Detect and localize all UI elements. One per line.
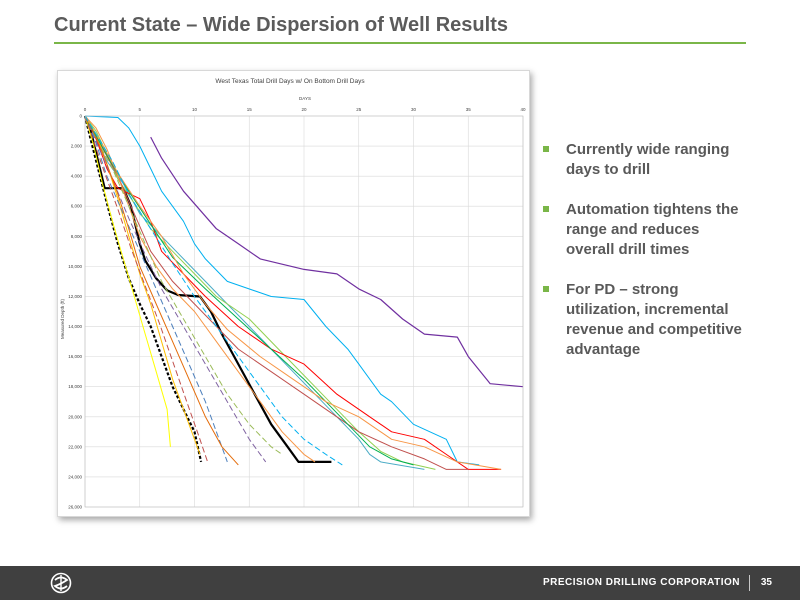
x-tick-label: 5: [138, 107, 141, 112]
chart-title: West Texas Total Drill Days w/ On Bottom…: [215, 78, 365, 85]
bullet-marker: [543, 206, 549, 212]
series-line-19: [84, 115, 343, 466]
company-logo-icon: [50, 572, 72, 594]
slide-title: Current State – Wide Dispersion of Well …: [54, 14, 508, 36]
chart-grid: [84, 115, 524, 508]
x-tick-label: 15: [247, 107, 253, 112]
series-line-18: [84, 115, 502, 470]
x-tick-label: 25: [356, 107, 362, 112]
x-tick-label: 30: [411, 107, 417, 112]
chart-y-axis-label: Measured Depth (ft): [60, 298, 65, 339]
series-line-3: [150, 136, 524, 388]
series-line-14: [84, 115, 228, 463]
x-tick-label: 10: [192, 107, 198, 112]
y-tick-label: 24,000: [68, 474, 82, 479]
bullet-text: For PD – strong utilization, incremental…: [566, 281, 742, 358]
series-line-10: [84, 115, 201, 455]
y-tick-label: 0: [79, 114, 82, 119]
series-line-7: [84, 115, 502, 470]
bullet-list: Currently wide ranging days to drill Aut…: [543, 140, 748, 380]
drill-days-chart: 0 5 10 15 20 25 30 35 40 0 2,000 4,000 6,000 8,000 10,…: [60, 78, 526, 510]
y-tick-label: 22,000: [68, 444, 82, 449]
chart-frame: 0 5 10 15 20 25 30 35 40 0 2,000 4,000 6,000 8,000 10,…: [57, 70, 530, 517]
title-divider: [54, 42, 746, 44]
series-line-11: [84, 115, 171, 447]
series-line-13: [84, 115, 267, 463]
plot-border: [84, 115, 524, 508]
series-line-12: [84, 115, 283, 455]
bullet-marker: [543, 146, 549, 152]
bullet-text: Automation tightens the range and reduce…: [566, 201, 739, 258]
y-tick-label: 6,000: [71, 204, 83, 209]
chart-axes: 0 5 10 15 20 25 30 35 40 0 2,000 4,000 6,000 8,000 10,…: [68, 107, 526, 510]
y-tick-label: 10,000: [68, 264, 82, 269]
bullet-text: Currently wide ranging days to drill: [566, 141, 730, 178]
series-line-8: [84, 115, 469, 470]
footer-company-name: PRECISION DRILLING CORPORATION: [542, 577, 740, 588]
x-tick-label: 0: [84, 107, 87, 112]
footer-bar: PRECISION DRILLING CORPORATION 35: [0, 566, 800, 600]
series-line-1: [83, 115, 332, 463]
page-number: 35: [760, 577, 772, 588]
series-line-5: [84, 115, 425, 470]
bullet-item: For PD – strong utilization, incremental…: [543, 280, 748, 360]
y-tick-label: 8,000: [71, 234, 83, 239]
y-tick-label: 14,000: [68, 324, 82, 329]
bullet-marker: [543, 286, 549, 292]
series-line-6: [84, 115, 436, 470]
bullet-item: Currently wide ranging days to drill: [543, 140, 748, 180]
x-tick-label: 35: [466, 107, 472, 112]
x-tick-label: 20: [301, 107, 307, 112]
y-tick-label: 20,000: [68, 414, 82, 419]
bullet-item: Automation tightens the range and reduce…: [543, 200, 748, 260]
y-tick-label: 16,000: [68, 354, 82, 359]
series-line-9: [84, 115, 316, 463]
series-line-16: [84, 115, 209, 463]
y-tick-label: 2,000: [71, 144, 83, 149]
chart-series: [83, 115, 524, 470]
footer-separator: [749, 575, 750, 591]
y-tick-label: 4,000: [71, 174, 83, 179]
y-tick-label: 12,000: [68, 294, 82, 299]
series-line-4: [84, 115, 480, 466]
x-tick-label: 40: [520, 107, 526, 112]
y-tick-label: 26,000: [68, 505, 82, 510]
chart-x-axis-label: DAYS: [299, 96, 311, 101]
y-tick-label: 18,000: [68, 384, 82, 389]
series-line-15: [84, 115, 239, 466]
